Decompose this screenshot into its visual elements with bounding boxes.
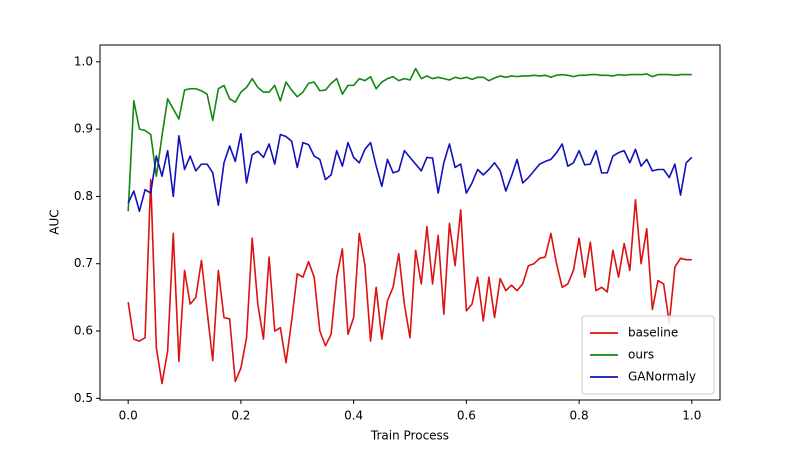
x-tick-label: 1.0 [682, 409, 701, 423]
plot-frame [99, 44, 721, 401]
x-tick-label: 0.4 [344, 409, 363, 423]
series-line [127, 67, 692, 212]
y-tick-label: 0.7 [74, 256, 93, 270]
series-line [127, 178, 692, 385]
y-axis-label: AUC [48, 209, 62, 234]
x-tick-label: 0.0 [119, 409, 138, 423]
y-tick-label: 1.0 [74, 54, 93, 68]
series-line [127, 133, 693, 213]
y-tick-label: 0.5 [74, 391, 93, 405]
x-tick-label: 0.6 [457, 409, 476, 423]
legend-label: GANormaly [628, 370, 696, 384]
y-tick-label: 0.9 [74, 122, 93, 136]
legend-label: baseline [628, 326, 678, 340]
y-tick-label: 0.6 [74, 324, 93, 338]
legend-label: ours [628, 348, 654, 362]
legend-box [581, 315, 715, 395]
x-tick-label: 0.2 [231, 409, 250, 423]
y-tick-label: 0.8 [74, 189, 93, 203]
x-axis-label: Train Process [370, 429, 449, 443]
x-tick-label: 0.8 [570, 409, 589, 423]
